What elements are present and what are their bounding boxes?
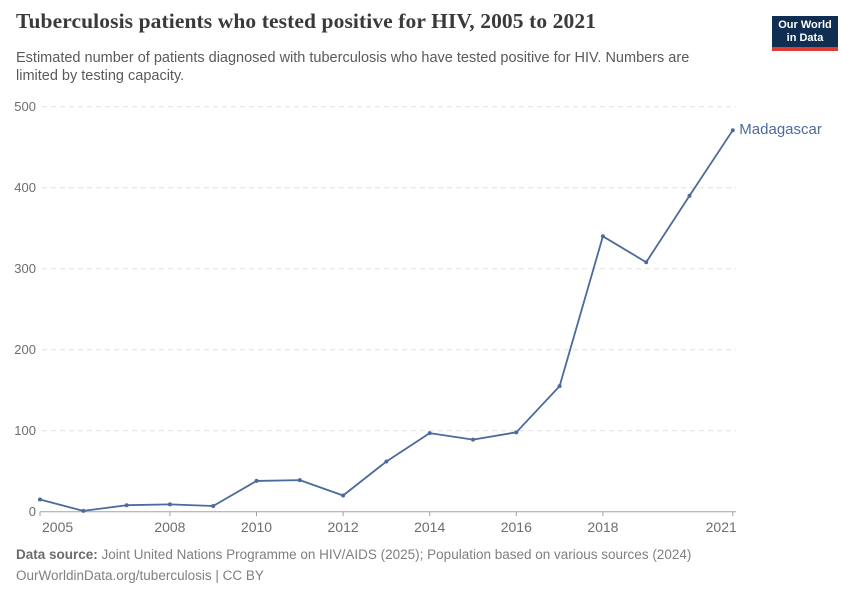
owid-logo[interactable]: Our World in Data [772,16,838,51]
data-source-label: Data source: [16,547,98,562]
x-axis-tick-label: 2012 [328,519,359,535]
y-axis-tick-label: 500 [14,99,36,114]
data-point[interactable] [687,193,692,198]
y-axis-tick-label: 300 [14,261,36,276]
x-axis-tick-label: 2005 [42,519,73,535]
chart-subtitle: Estimated number of patients diagnosed w… [16,50,690,84]
x-axis-tick-label: 2021 [706,519,737,535]
data-point[interactable] [471,437,475,442]
data-point[interactable] [297,478,302,483]
y-axis-tick-label: 0 [29,504,36,519]
y-axis-tick-label: 100 [14,423,36,438]
page-title: Tuberculosis patients who tested positiv… [16,9,597,33]
y-axis-tick-label: 200 [14,342,36,357]
data-point[interactable] [644,260,649,265]
series-end-label: Madagascar [739,121,822,138]
data-point[interactable] [211,504,216,509]
chart-canvas[interactable]: 0 100 200 300 400 500 2005 2008 2010 2012 2014 2016… [0,96,850,548]
owid-logo-line2: in Data [786,32,824,44]
license-link[interactable]: OurWorldinData.org/tuberculosis | CC BY [16,567,264,583]
x-axis-tick-label: 2008 [154,519,185,535]
data-point[interactable] [124,503,129,508]
x-axis-tick-label: 2018 [587,519,618,535]
data-point[interactable] [557,384,562,389]
data-point[interactable] [341,493,346,498]
x-axis-tick-label: 2014 [414,519,445,535]
data-source-text: Joint United Nations Programme on HIV/AI… [97,547,692,562]
data-point[interactable] [38,497,42,502]
data-source-line: Data source: Joint United Nations Progra… [16,545,836,566]
data-point[interactable] [730,128,735,133]
data-point[interactable] [81,508,86,513]
data-point[interactable] [600,234,605,239]
data-point[interactable] [514,430,519,435]
x-axis-tick-label: 2010 [241,519,272,535]
data-point[interactable] [167,502,172,507]
data-point[interactable] [254,478,259,483]
owid-logo-line1: Our World [778,19,832,31]
x-axis-tick-label: 2016 [501,519,532,535]
data-point[interactable] [427,431,432,436]
data-point[interactable] [384,459,389,464]
y-axis-tick-label: 400 [14,180,36,195]
chart-footer: Data source: Joint United Nations Progra… [16,545,836,586]
